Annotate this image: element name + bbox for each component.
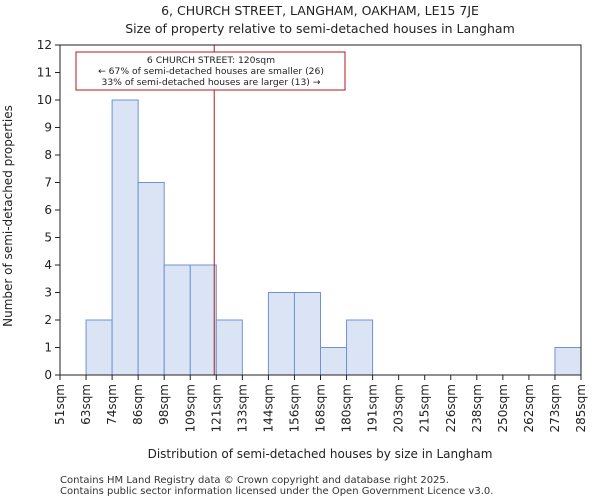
chart-subtitle: Size of property relative to semi-detach…	[125, 21, 515, 36]
x-tick-label: 203sqm	[392, 384, 406, 432]
bar-86sqm	[137, 182, 165, 376]
y-tick-label: 2	[44, 313, 52, 327]
bar-63sqm	[85, 319, 113, 376]
x-tick-label: 51sqm	[53, 384, 67, 425]
bar-168sqm	[320, 347, 348, 376]
x-tick-label: 238sqm	[470, 384, 484, 432]
y-tick-label: 8	[44, 148, 52, 162]
x-tick-label: 226sqm	[444, 384, 458, 432]
y-tick-label: 1	[44, 341, 52, 355]
y-tick-label: 10	[37, 93, 52, 107]
bar-273sqm	[554, 347, 582, 376]
x-tick-label: 74sqm	[105, 384, 119, 425]
x-tick-label: 133sqm	[235, 384, 249, 432]
y-tick-label: 6	[44, 203, 52, 217]
y-tick-label: 12	[37, 38, 52, 52]
x-tick-label: 168sqm	[314, 384, 328, 432]
x-tick-label: 109sqm	[183, 384, 197, 432]
x-tick-label: 250sqm	[496, 384, 510, 432]
annotation-line-2: ← 67% of semi-detached houses are smalle…	[98, 66, 324, 77]
annotation-line-3: 33% of semi-detached houses are larger (…	[101, 77, 320, 88]
x-tick-label: 215sqm	[418, 384, 432, 432]
annotation-box: 6 CHURCH STREET: 120sqm ← 67% of semi-de…	[75, 51, 346, 91]
x-tick-label: 98sqm	[157, 384, 171, 425]
x-tick-label: 273sqm	[548, 384, 562, 432]
x-axis-label: Distribution of semi-detached houses by …	[148, 447, 493, 461]
y-axis-label: Number of semi-detached properties	[1, 105, 15, 327]
x-tick-label: 156sqm	[287, 384, 301, 432]
y-tick-label: 11	[37, 66, 52, 80]
bar-121sqm	[215, 319, 243, 376]
bar-74sqm	[111, 99, 139, 376]
y-tick-label: 0	[44, 368, 52, 382]
bar-156sqm	[293, 292, 322, 376]
x-tick-label: 86sqm	[131, 384, 145, 425]
y-tick-label: 7	[44, 176, 52, 190]
annotation-frame	[75, 51, 346, 91]
annotation-line-1: 6 CHURCH STREET: 120sqm	[147, 55, 275, 66]
footer-line-2: Contains public sector information licen…	[60, 486, 493, 497]
bars-group	[85, 99, 582, 376]
footer-line-1: Contains HM Land Registry data © Crown c…	[60, 475, 449, 486]
bar-109sqm	[189, 264, 217, 376]
x-tick-label: 262sqm	[522, 384, 536, 432]
y-tick-label: 4	[44, 258, 52, 272]
y-tick-label: 9	[44, 121, 52, 135]
bar-180sqm	[346, 319, 374, 376]
bar-144sqm	[267, 292, 295, 376]
x-tick-label: 285sqm	[574, 384, 588, 432]
x-axis-ticks: 51sqm 63sqm 74sqm 86sqm 98sqm 109sqm 121sqm 133…	[53, 375, 588, 432]
bar-98sqm	[163, 264, 191, 376]
x-tick-label: 180sqm	[340, 384, 354, 432]
x-tick-label: 63sqm	[79, 384, 93, 425]
x-tick-label: 144sqm	[261, 384, 275, 432]
x-tick-label: 191sqm	[366, 384, 380, 432]
x-tick-label: 121sqm	[209, 384, 223, 432]
y-tick-label: 5	[44, 231, 52, 245]
y-tick-label: 3	[44, 286, 52, 300]
chart-title: 6, CHURCH STREET, LANGHAM, OAKHAM, LE15 …	[161, 3, 479, 18]
